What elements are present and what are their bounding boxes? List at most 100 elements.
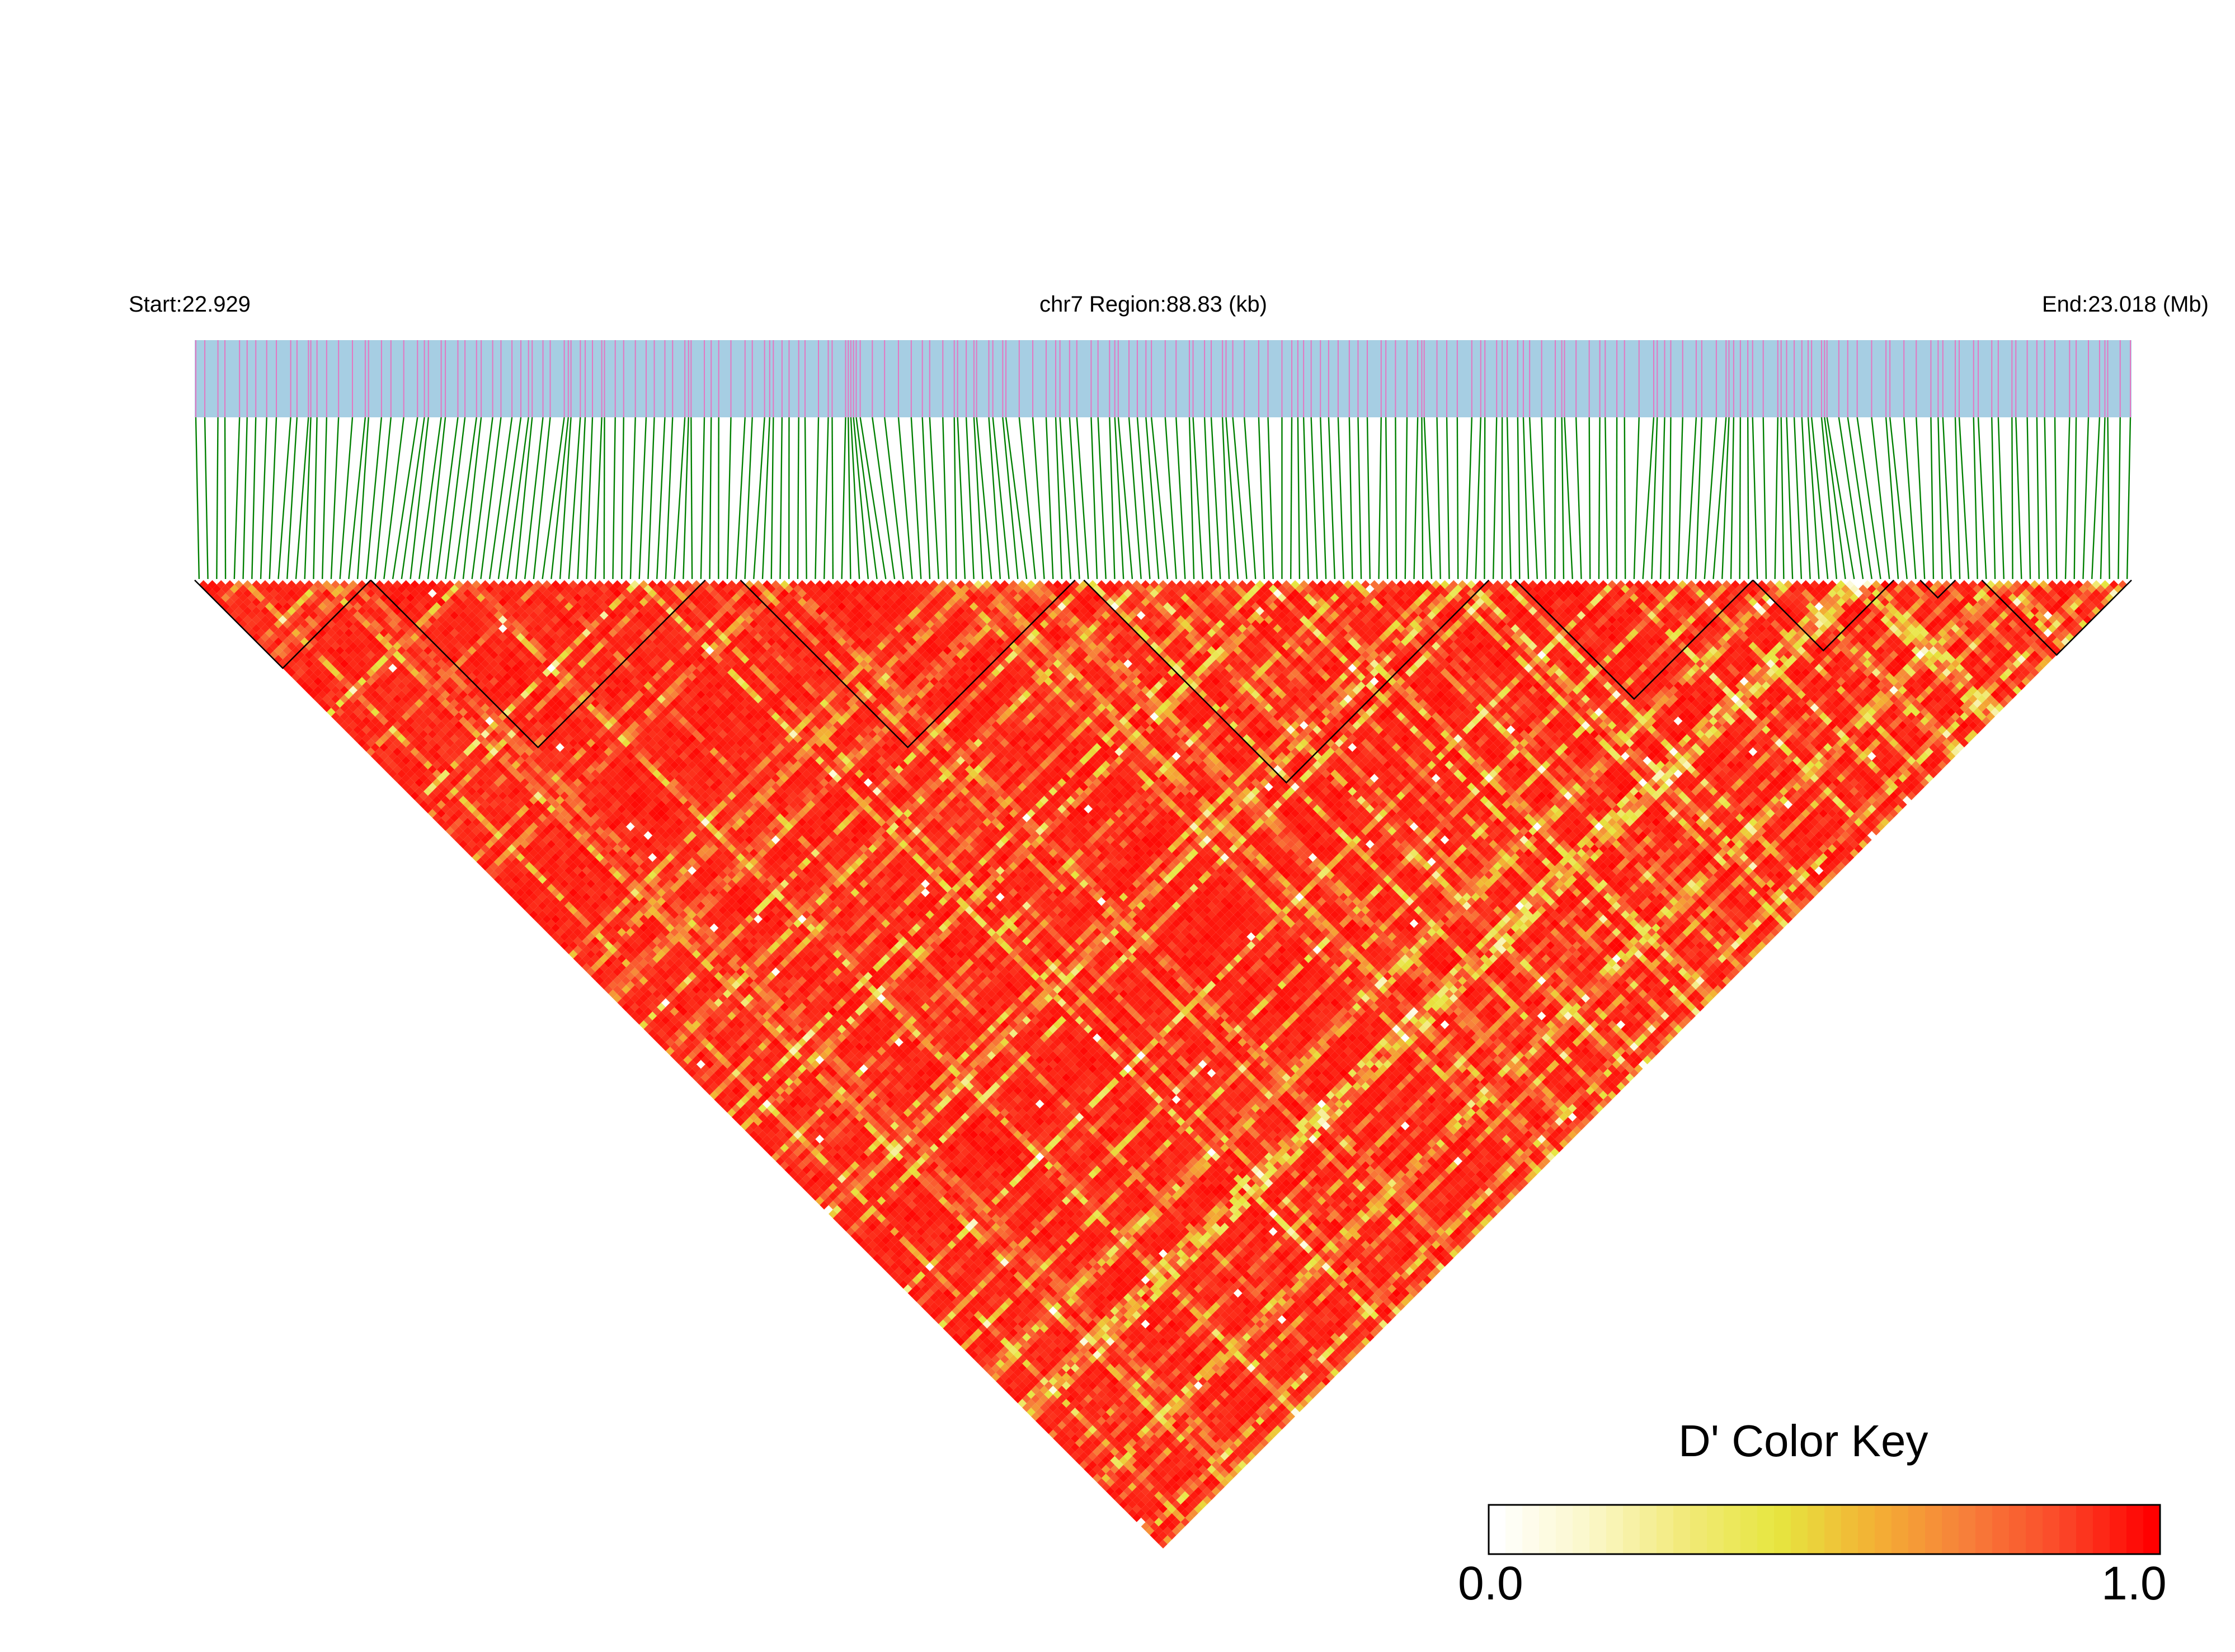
ld-cell <box>898 1245 908 1254</box>
ld-cell <box>454 800 463 809</box>
snp-connector <box>1704 417 1718 580</box>
ld-cell <box>217 580 226 589</box>
ld-cell <box>780 1143 789 1152</box>
ld-cell <box>511 875 521 884</box>
ld-cell <box>749 1104 759 1113</box>
ld-cell <box>393 747 402 756</box>
snp-connector <box>577 417 586 580</box>
ld-cell <box>688 1060 697 1069</box>
ld-cell <box>784 1139 794 1148</box>
snp-connector <box>2091 417 2101 580</box>
ld-cell <box>467 840 477 849</box>
snp-connector <box>1188 417 1195 580</box>
snp-connector <box>277 417 291 580</box>
ld-cell <box>657 1029 666 1038</box>
snp-connector <box>1145 417 1160 580</box>
ld-cell <box>898 1262 908 1272</box>
ld-cell <box>261 615 270 624</box>
ld-cell <box>542 897 552 906</box>
snp-connector <box>1436 417 1441 580</box>
snp-connector <box>1958 417 1970 580</box>
snp-connector <box>1517 417 1521 580</box>
ld-cell <box>868 1240 877 1249</box>
ld-cell <box>511 848 521 858</box>
snp-connector <box>1492 417 1498 580</box>
ld-cell <box>252 597 261 607</box>
ld-cell <box>498 853 507 862</box>
ld-cell <box>560 906 569 915</box>
ld-cell <box>331 677 340 686</box>
ld-cell <box>780 1161 789 1170</box>
snp-connector <box>1232 417 1248 580</box>
ld-cell <box>406 778 415 787</box>
snp-connector <box>1258 417 1265 580</box>
ld-cell <box>1110 1465 1119 1474</box>
snp-connector-lines <box>195 417 2132 580</box>
snp-connector <box>383 417 404 580</box>
ld-cell <box>375 756 384 765</box>
snp-connector <box>1090 417 1098 580</box>
ld-cell <box>217 589 226 598</box>
ld-cell <box>929 1293 939 1302</box>
ld-cell <box>1022 1403 1031 1413</box>
snp-connector <box>436 417 459 580</box>
snp-connector <box>295 417 309 580</box>
snp-connector <box>779 417 783 580</box>
ld-cell <box>806 1170 816 1179</box>
ld-cell <box>511 866 521 876</box>
snp-connector <box>1810 417 1829 580</box>
snp-connector <box>1942 417 1952 580</box>
snp-connector <box>690 417 693 580</box>
snp-connector <box>2107 417 2110 580</box>
ld-cell <box>1048 1420 1058 1430</box>
snp-connector <box>973 417 984 580</box>
ld-cell <box>261 633 270 642</box>
ld-cell <box>287 624 296 633</box>
ld-cell <box>318 663 327 673</box>
snp-connector <box>804 417 807 580</box>
snp-connector <box>1055 417 1063 580</box>
snp-connector <box>1484 417 1486 580</box>
snp-connector <box>480 417 502 580</box>
ld-cell <box>349 729 358 739</box>
ld-cell <box>1141 1513 1150 1522</box>
snp-connector <box>1642 417 1655 580</box>
snp-connector <box>304 417 312 580</box>
snp-connector <box>524 417 544 580</box>
ld-cell <box>688 1042 697 1051</box>
snp-connector <box>853 417 869 580</box>
snp-connector <box>1786 417 1794 580</box>
snp-connector <box>1824 417 1846 580</box>
snp-connector <box>1774 417 1778 580</box>
ld-cell <box>1022 1377 1031 1386</box>
ld-cell <box>511 857 521 867</box>
ld-cell <box>1079 1451 1089 1461</box>
snp-connector <box>1954 417 1961 580</box>
ld-cell <box>1079 1425 1089 1434</box>
ld-cell <box>837 1183 846 1192</box>
snp-connector <box>488 417 513 580</box>
ld-cell <box>758 1139 767 1148</box>
ld-cell <box>595 949 604 959</box>
snp-connector <box>1109 417 1116 580</box>
ld-cell <box>485 831 495 840</box>
ld-cell <box>498 835 507 845</box>
snp-connector <box>1616 417 1618 580</box>
snp-connector <box>533 417 551 580</box>
snp-connector <box>506 417 529 580</box>
snp-connector <box>1114 417 1124 580</box>
snp-connector <box>1328 417 1336 580</box>
ld-heatmap-cells <box>199 580 2128 1549</box>
ld-cell <box>560 941 569 950</box>
ld-cell <box>718 1081 728 1091</box>
snp-connector <box>872 417 896 580</box>
ld-cell <box>929 1311 939 1320</box>
ld-cell <box>467 813 477 822</box>
ld-cell <box>331 703 340 713</box>
snp-connector <box>1059 417 1071 580</box>
ld-cell <box>780 1152 789 1161</box>
snp-connector <box>841 417 846 580</box>
snp-connector <box>1686 417 1697 580</box>
ld-cell <box>406 760 415 770</box>
